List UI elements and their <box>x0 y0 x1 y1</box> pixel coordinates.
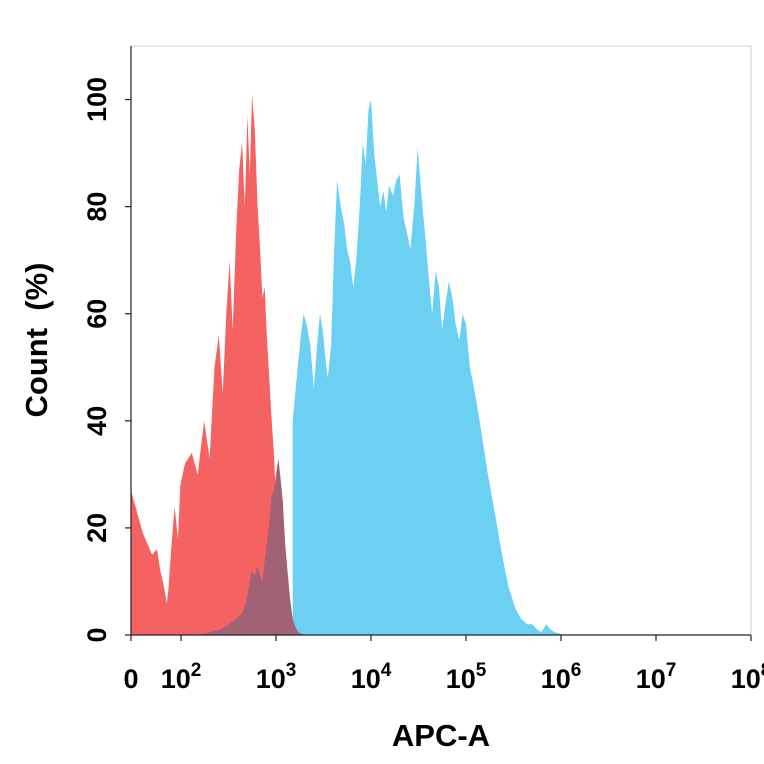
x-tick-label: 103 <box>256 660 297 694</box>
series-layer <box>131 94 563 635</box>
series-area-2 <box>292 99 563 635</box>
y-tick-group: 0 20 40 60 80 100 <box>82 77 131 643</box>
x-tick-label: 0 <box>123 664 138 694</box>
y-axis-title: Count (%) <box>19 263 54 418</box>
y-tick-label: 60 <box>82 299 112 329</box>
series-area-1 <box>131 94 305 635</box>
x-tick-label: 105 <box>446 660 487 694</box>
y-tick-label: 100 <box>82 77 112 122</box>
y-tick-label: 80 <box>82 192 112 222</box>
x-tick-label: 106 <box>541 660 582 694</box>
y-tick-label: 40 <box>82 406 112 436</box>
x-axis-title: APC-A <box>392 718 490 753</box>
x-tick-label: 102 <box>161 660 202 694</box>
y-tick-label: 20 <box>82 513 112 543</box>
x-tick-group: 0 102 103 104 105 106 107 108 <box>123 635 764 694</box>
series-area-3 <box>197 458 305 635</box>
y-tick-label: 0 <box>82 627 112 642</box>
x-tick-label: 104 <box>351 660 392 694</box>
x-tick-label: 107 <box>636 660 677 694</box>
x-tick-label: 108 <box>731 660 764 694</box>
